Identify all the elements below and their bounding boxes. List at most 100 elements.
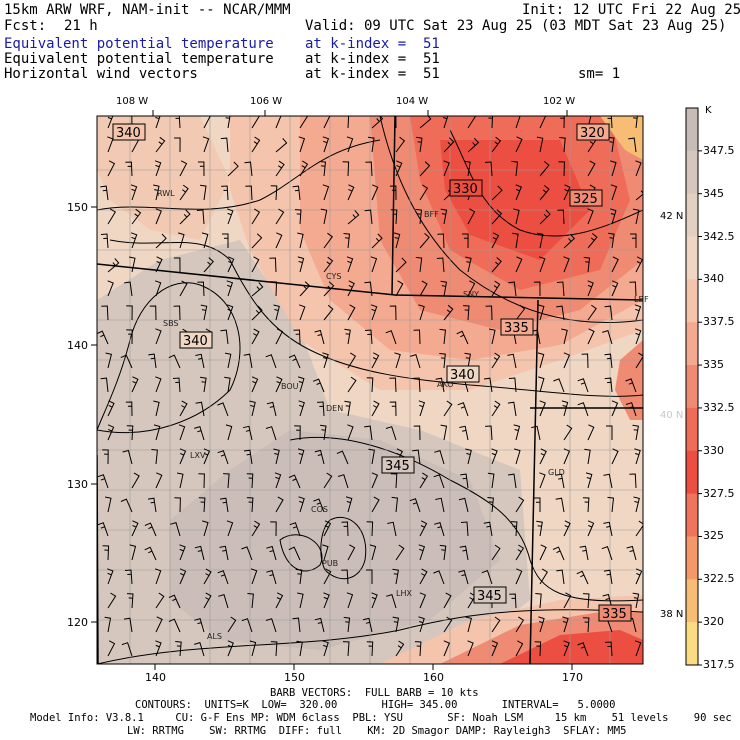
wind-barb (244, 161, 253, 177)
wind-barb (635, 568, 643, 585)
wind-barb (488, 116, 494, 129)
contour-label: 330 (449, 179, 483, 197)
wind-barb (556, 281, 565, 297)
wind-barb (224, 376, 231, 393)
wind-barb (288, 546, 301, 561)
wind-barb (563, 256, 570, 273)
wind-barb (491, 232, 500, 249)
model-info-1: Model Info: V3.8.1 CU: G-F Ens MP: WDM 6… (30, 712, 732, 724)
wind-barb (587, 208, 594, 225)
wind-barb (607, 496, 615, 513)
wind-barb (419, 568, 428, 585)
wind-barb (218, 593, 229, 609)
legend-swatch (686, 536, 698, 580)
wind-barb (443, 304, 454, 321)
contour-lines (97, 116, 643, 664)
wind-barb (344, 328, 351, 345)
wind-barb (346, 136, 354, 153)
wind-barb (419, 116, 432, 129)
legend-swatch (686, 622, 698, 666)
wind-barb (97, 474, 109, 489)
wind-barb (174, 497, 181, 513)
wind-barb (587, 520, 595, 537)
wind-barb (515, 544, 525, 561)
svg-text:330: 330 (453, 182, 478, 197)
wind-barb (634, 640, 642, 657)
wind-barb (515, 136, 523, 153)
wind-barb (341, 569, 349, 585)
wind-barb (149, 305, 157, 321)
contour-label: 335 (500, 318, 534, 336)
wind-barb (552, 546, 565, 561)
wind-barb (413, 425, 421, 441)
legend-value: 335 (703, 358, 724, 372)
wind-barb (561, 328, 568, 345)
wind-barb (576, 570, 589, 585)
wind-barb (491, 616, 501, 633)
wind-barb (371, 472, 379, 489)
wind-barb (635, 520, 643, 537)
wind-barb (292, 185, 301, 201)
wind-barb (419, 280, 428, 297)
wind-barb (483, 521, 493, 537)
wind-barb (514, 448, 521, 465)
wind-barb (460, 473, 469, 489)
wind-barb (370, 304, 378, 321)
wind-barb (371, 184, 379, 201)
init-time: Init: 12 UTC Fri 22 Aug 25 (522, 2, 740, 18)
wind-barb (418, 544, 426, 561)
station-label: ALS (207, 632, 222, 641)
wind-barb (343, 616, 351, 633)
wind-barb (367, 136, 375, 153)
station-label: LBF (634, 295, 649, 304)
wind-barb (635, 352, 643, 369)
wind-barb (168, 594, 181, 609)
wind-barb (314, 617, 325, 633)
wind-barb (582, 593, 590, 609)
wind-barb (515, 304, 526, 321)
wind-barb (120, 354, 133, 369)
wind-barb (125, 401, 133, 417)
wind-barb (217, 450, 229, 465)
wind-barb (634, 448, 641, 465)
wind-barb (632, 424, 639, 441)
wind-barb (515, 116, 521, 129)
wind-barb (225, 424, 233, 441)
wind-barb (434, 449, 445, 465)
wind-barb (563, 520, 571, 537)
legend-swatch (686, 493, 698, 537)
wind-barb (194, 617, 205, 633)
wind-barb (534, 497, 541, 512)
wind-barb (536, 520, 543, 537)
wind-barb (347, 184, 355, 201)
wind-barb (513, 208, 520, 225)
wind-barb (202, 520, 209, 537)
wind-barb (539, 116, 547, 129)
wind-barb (460, 521, 469, 537)
wind-barb (583, 256, 591, 273)
wind-barb (203, 257, 215, 273)
wind-barb (174, 137, 181, 153)
wind-barb (419, 472, 429, 489)
wind-barb (102, 545, 110, 561)
wind-barb (195, 401, 205, 417)
station-label: RWL (157, 189, 175, 198)
wind-barb (439, 353, 446, 369)
wind-barb (251, 136, 261, 153)
wind-barb (390, 473, 398, 489)
wind-barb (440, 424, 448, 441)
wind-barb (200, 376, 207, 393)
wind-barb (539, 448, 547, 465)
wind-barb (270, 185, 278, 201)
wind-barb (223, 473, 230, 489)
wind-barb (179, 544, 186, 561)
x-tick-label: 140 (145, 671, 166, 684)
wind-barb (587, 233, 598, 249)
legend-unit: K (705, 105, 712, 116)
legend-value: 317.5 (703, 658, 735, 671)
wind-barb (107, 424, 115, 441)
wind-barb (314, 449, 325, 465)
wind-barb (227, 616, 237, 633)
wind-barb (434, 521, 445, 537)
wind-barb (131, 116, 133, 129)
